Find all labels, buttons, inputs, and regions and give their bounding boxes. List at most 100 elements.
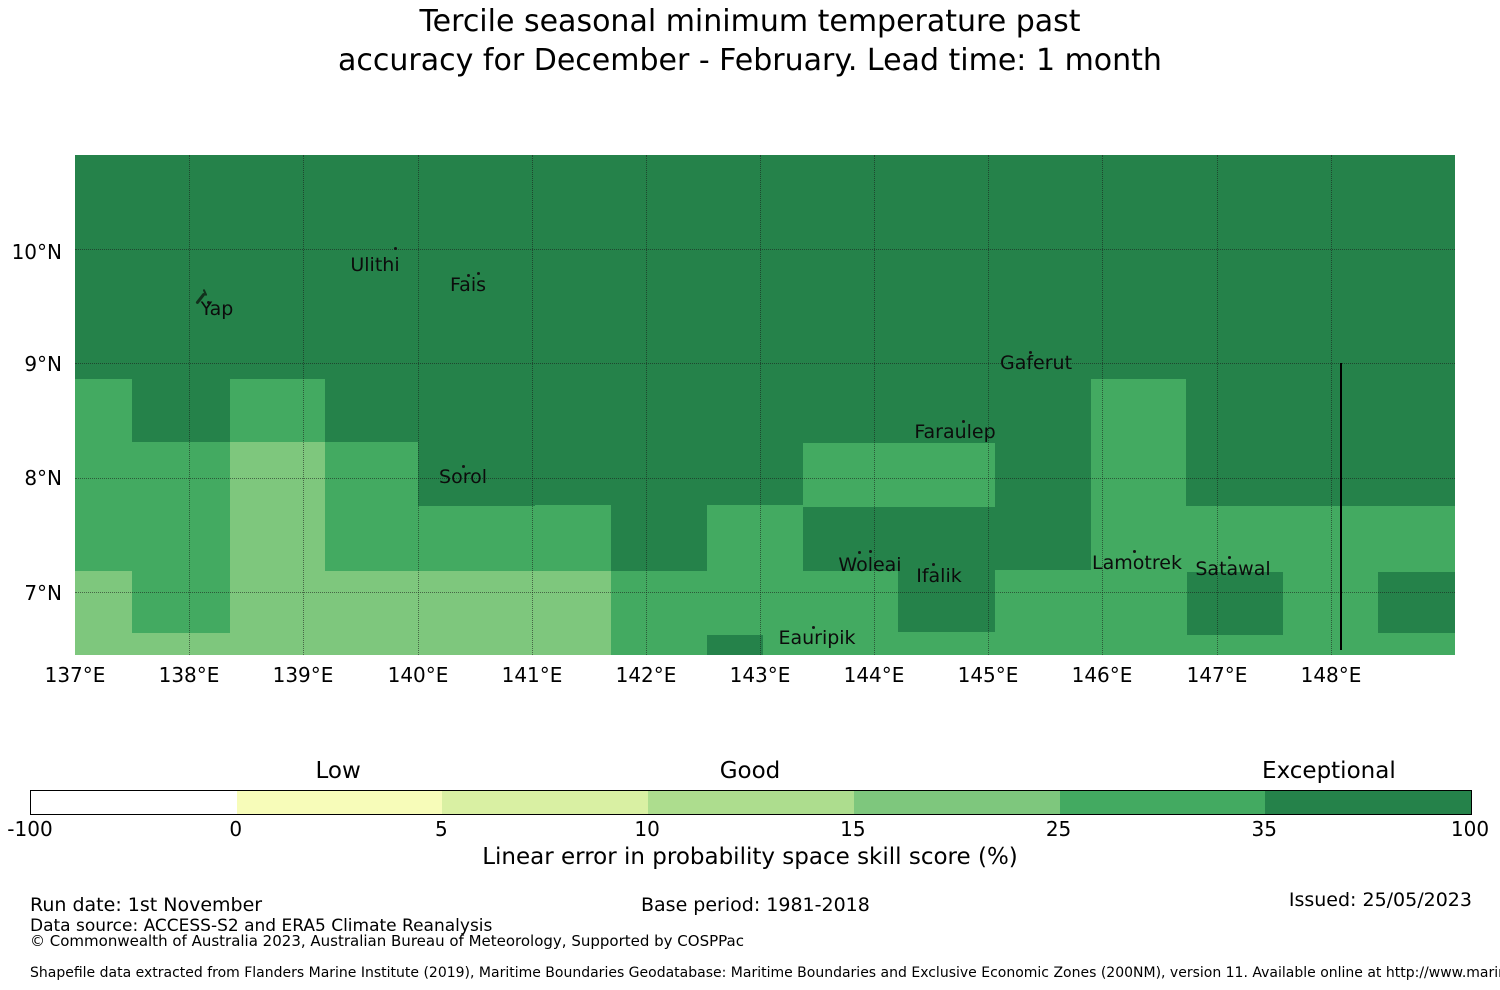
island-marker-dot xyxy=(962,420,965,423)
map-cell xyxy=(132,442,230,633)
copyright-text: © Commonwealth of Australia 2023, Austra… xyxy=(30,932,744,950)
map-cell xyxy=(75,379,132,571)
place-label-ifalik: Ifalik xyxy=(916,565,962,587)
island-marker-dot xyxy=(462,465,465,468)
colorbar-segment xyxy=(31,791,237,814)
colorbar-tick-label: 5 xyxy=(435,817,448,841)
x-tick-label: 146°E xyxy=(1071,663,1133,687)
map-cell xyxy=(230,442,325,655)
map-cell xyxy=(75,571,132,655)
grid-line-parallel xyxy=(75,249,1455,250)
map-cell xyxy=(803,571,898,655)
island-marker-dot xyxy=(869,550,872,553)
grid-line-meridian xyxy=(1102,155,1103,655)
map-cell xyxy=(535,571,611,655)
island-marker-dot xyxy=(394,247,397,250)
x-tick-label: 137°E xyxy=(44,663,106,687)
map-area: Ulithi Fais Yap Gaferut Faraulep Sorol Woleai I… xyxy=(75,155,1455,655)
map-cell xyxy=(418,506,535,571)
colorbar-tick-label: 10 xyxy=(634,817,660,841)
grid-line-meridian xyxy=(532,155,533,655)
map-cell xyxy=(325,442,418,571)
map-cell xyxy=(132,633,230,655)
eez-boundary-line xyxy=(1340,363,1342,650)
x-tick-label: 139°E xyxy=(272,663,334,687)
island-marker-dot xyxy=(812,626,815,629)
grid-line-parallel xyxy=(75,478,1455,479)
map-cell xyxy=(230,379,325,442)
map-cell xyxy=(763,505,803,655)
colorbar-segment xyxy=(1265,791,1472,814)
x-tick-label: 145°E xyxy=(957,663,1019,687)
colorbar xyxy=(30,790,1472,815)
x-tick-label: 140°E xyxy=(387,663,449,687)
map-cell xyxy=(898,632,995,655)
colorbar-axis-label: Linear error in probability space skill … xyxy=(482,844,1018,870)
x-tick-label: 147°E xyxy=(1186,663,1248,687)
grid-line-meridian xyxy=(418,155,419,655)
colorbar-tick-label: 0 xyxy=(229,817,243,841)
x-tick-label: 142°E xyxy=(615,663,677,687)
place-label-woleai: Woleai xyxy=(838,554,902,576)
chart-title: Tercile seasonal minimum temperature pas… xyxy=(0,2,1500,80)
map-cell xyxy=(418,571,535,655)
chart-title-line1: Tercile seasonal minimum temperature pas… xyxy=(419,4,1081,39)
place-label-ulithi: Ulithi xyxy=(350,254,400,276)
base-period-text: Base period: 1981-2018 xyxy=(641,894,870,916)
x-tick-label: 141°E xyxy=(501,663,563,687)
map-cell xyxy=(325,571,418,655)
colorbar-segment xyxy=(1059,791,1266,814)
map-cell xyxy=(1378,572,1455,633)
colorbar-segment xyxy=(853,791,1060,814)
colorbar-tick-label: 100 xyxy=(1450,817,1490,841)
colorbar-segment xyxy=(236,791,443,814)
y-tick-label: 10°N xyxy=(11,240,62,264)
data-source-text: Data source: ACCESS-S2 and ERA5 Climate … xyxy=(30,916,493,936)
island-marker-dot xyxy=(1029,351,1032,354)
place-label-fais: Fais xyxy=(449,274,487,296)
island-marker-dot xyxy=(467,274,470,277)
x-tick-label: 138°E xyxy=(158,663,220,687)
island-marker-dot xyxy=(1133,550,1136,553)
place-label-eauripik: Eauripik xyxy=(778,627,856,649)
grid-line-meridian xyxy=(874,155,875,655)
grid-line-parallel xyxy=(75,592,1455,593)
colorbar-category-label: Exceptional xyxy=(1262,758,1396,784)
island-marker-dot xyxy=(858,551,861,554)
map-cell xyxy=(707,505,763,635)
y-tick-label: 9°N xyxy=(24,352,62,376)
island-marker-dot xyxy=(932,563,935,566)
island-marker-dot xyxy=(477,272,480,275)
map-cell xyxy=(803,443,995,507)
x-tick-label: 144°E xyxy=(843,663,905,687)
grid-line-meridian xyxy=(646,155,647,655)
colorbar-segment xyxy=(648,791,854,814)
map-cell xyxy=(1091,379,1186,655)
map-cell xyxy=(995,570,1091,655)
colorbar-segment xyxy=(442,791,649,814)
place-label-satawal: Satawal xyxy=(1195,558,1271,580)
grid-line-meridian xyxy=(303,155,304,655)
grid-line-meridian xyxy=(1331,155,1332,655)
colorbar-category-label: Low xyxy=(315,758,361,784)
colorbar-tick-label: 25 xyxy=(1045,817,1072,841)
colorbar-category-label: Good xyxy=(719,758,781,784)
place-label-sorol: Sorol xyxy=(439,466,487,488)
place-label-lamotrek: Lamotrek xyxy=(1092,552,1182,574)
chart-title-line2: accuracy for December - February. Lead t… xyxy=(338,43,1162,78)
map-cell xyxy=(1187,572,1283,635)
island-marker-dot xyxy=(1228,556,1231,559)
run-date-text: Run date: 1st November xyxy=(30,894,263,916)
map-cell xyxy=(535,505,611,571)
grid-line-meridian xyxy=(189,155,190,655)
x-tick-label: 143°E xyxy=(729,663,791,687)
place-label-faraulep: Faraulep xyxy=(914,421,996,443)
grid-line-meridian xyxy=(988,155,989,655)
place-label-yap: Yap xyxy=(200,298,234,320)
place-label-gaferut: Gaferut xyxy=(999,352,1073,374)
y-tick-label: 7°N xyxy=(24,581,62,605)
island-marker-dot xyxy=(207,301,210,304)
colorbar-tick-label: -100 xyxy=(7,817,53,841)
issued-date-text: Issued: 25/05/2023 xyxy=(1288,889,1472,911)
